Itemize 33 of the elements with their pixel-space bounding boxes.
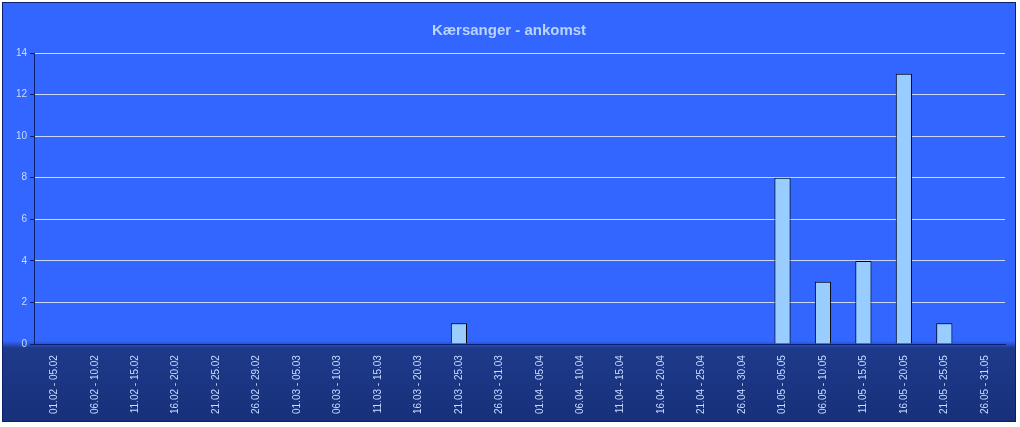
x-tick-label: 06.03 - 10.03 bbox=[331, 354, 343, 414]
x-tick-label: 26.05 - 31.05 bbox=[978, 354, 990, 414]
y-tick-label: 4 bbox=[21, 254, 28, 266]
y-tick-label: 8 bbox=[21, 171, 28, 183]
x-tick-label: 26.02 - 29.02 bbox=[250, 354, 262, 414]
x-tick-label: 21.05 - 25.05 bbox=[938, 354, 950, 414]
x-tick-label: 01.04 - 05.04 bbox=[533, 354, 545, 414]
y-tick-label: 0 bbox=[21, 337, 28, 349]
x-tick-label: 26.03 - 31.03 bbox=[493, 354, 505, 414]
x-tick-label: 06.02 - 10.02 bbox=[88, 354, 100, 414]
x-tick-label: 16.02 - 20.02 bbox=[169, 354, 181, 414]
chart-title: Kærsanger - ankomst bbox=[430, 21, 588, 38]
x-tick-label: 16.05 - 20.05 bbox=[897, 354, 909, 414]
x-tick-label: 11.03 - 15.03 bbox=[371, 354, 383, 414]
x-tick-label: 11.02 - 15.02 bbox=[129, 354, 141, 414]
x-tick-label: 26.04 - 30.04 bbox=[735, 354, 747, 414]
x-tick-label: 21.03 - 25.03 bbox=[452, 354, 464, 414]
x-tick-label: 16.04 - 20.04 bbox=[654, 354, 666, 414]
x-tick-label: 11.04 - 15.04 bbox=[614, 354, 626, 414]
x-tick-label: 06.04 - 10.04 bbox=[573, 354, 585, 414]
y-tick-label: 10 bbox=[16, 129, 28, 141]
x-tick-label: 21.02 - 25.02 bbox=[209, 354, 221, 414]
x-tick-label: 16.03 - 20.03 bbox=[412, 354, 424, 414]
y-tick-label: 2 bbox=[21, 296, 28, 308]
y-tick-label: 6 bbox=[21, 213, 28, 225]
x-tick-label: 06.05 - 10.05 bbox=[816, 354, 828, 414]
x-tick-label: 01.03 - 05.03 bbox=[290, 354, 302, 414]
x-tick-label: 21.04 - 25.04 bbox=[695, 354, 707, 414]
y-tick-label: 12 bbox=[16, 88, 28, 100]
x-tick-label: 01.02 - 05.02 bbox=[48, 354, 60, 414]
x-tick-label: 11.05 - 15.05 bbox=[857, 354, 869, 414]
x-tick-label: 01.05 - 05.05 bbox=[776, 354, 788, 414]
y-tick-label: 14 bbox=[16, 46, 28, 58]
